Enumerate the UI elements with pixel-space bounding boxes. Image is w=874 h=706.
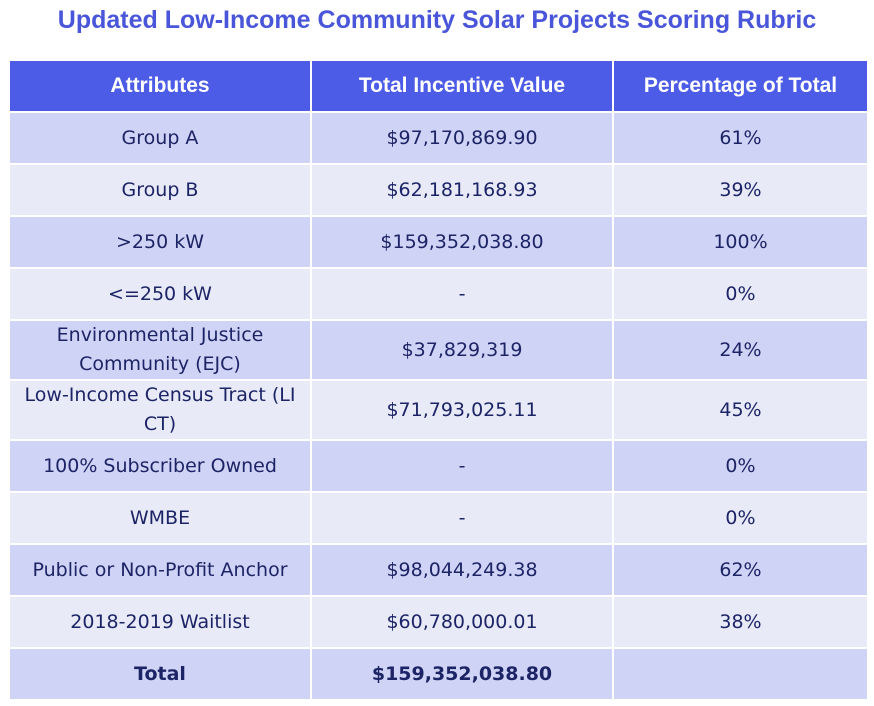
table-row: <=250 kW - 0%: [8, 267, 869, 321]
value-cell: $98,044,249.38: [310, 543, 614, 597]
percent-cell: 0%: [612, 439, 869, 493]
attribute-cell: Environmental Justice Community (EJC): [8, 319, 312, 381]
attribute-cell: 2018-2019 Waitlist: [8, 595, 312, 649]
total-row: Total $159,352,038.80: [8, 647, 869, 701]
value-cell: -: [310, 439, 614, 493]
table-header-row: Attributes Total Incentive Value Percent…: [8, 59, 869, 113]
value-cell: $159,352,038.80: [310, 215, 614, 269]
table-row: Public or Non-Profit Anchor $98,044,249.…: [8, 543, 869, 597]
page-title: Updated Low-Income Community Solar Proje…: [57, 6, 817, 34]
attribute-cell: <=250 kW: [8, 267, 312, 321]
attribute-cell: Group B: [8, 163, 312, 217]
table-row: Group A $97,170,869.90 61%: [8, 111, 869, 165]
table-row: Low-Income Census Tract (LI CT) $71,793,…: [8, 379, 869, 441]
total-percent-cell: [612, 647, 869, 701]
percent-cell: 0%: [612, 267, 869, 321]
percent-cell: 38%: [612, 595, 869, 649]
column-header-attributes: Attributes: [8, 59, 312, 113]
attribute-cell: Low-Income Census Tract (LI CT): [8, 379, 312, 441]
attribute-cell: >250 kW: [8, 215, 312, 269]
percent-cell: 24%: [612, 319, 869, 381]
scoring-rubric-table: Attributes Total Incentive Value Percent…: [8, 59, 869, 701]
table-row: Environmental Justice Community (EJC) $3…: [8, 319, 869, 381]
percent-cell: 62%: [612, 543, 869, 597]
attribute-cell: Group A: [8, 111, 312, 165]
value-cell: -: [310, 491, 614, 545]
value-cell: $37,829,319: [310, 319, 614, 381]
value-cell: $62,181,168.93: [310, 163, 614, 217]
percent-cell: 45%: [612, 379, 869, 441]
table-row: 100% Subscriber Owned - 0%: [8, 439, 869, 493]
value-cell: -: [310, 267, 614, 321]
percent-cell: 0%: [612, 491, 869, 545]
percent-cell: 39%: [612, 163, 869, 217]
table-row: 2018-2019 Waitlist $60,780,000.01 38%: [8, 595, 869, 649]
value-cell: $97,170,869.90: [310, 111, 614, 165]
column-header-total-incentive-value: Total Incentive Value: [310, 59, 614, 113]
table-row: WMBE - 0%: [8, 491, 869, 545]
table-row: Group B $62,181,168.93 39%: [8, 163, 869, 217]
percent-cell: 61%: [612, 111, 869, 165]
value-cell: $71,793,025.11: [310, 379, 614, 441]
attribute-cell: Public or Non-Profit Anchor: [8, 543, 312, 597]
value-cell: $60,780,000.01: [310, 595, 614, 649]
attribute-cell: 100% Subscriber Owned: [8, 439, 312, 493]
total-label-cell: Total: [8, 647, 312, 701]
table-row: >250 kW $159,352,038.80 100%: [8, 215, 869, 269]
percent-cell: 100%: [612, 215, 869, 269]
total-value-cell: $159,352,038.80: [310, 647, 614, 701]
column-header-percentage-of-total: Percentage of Total: [612, 59, 869, 113]
attribute-cell: WMBE: [8, 491, 312, 545]
